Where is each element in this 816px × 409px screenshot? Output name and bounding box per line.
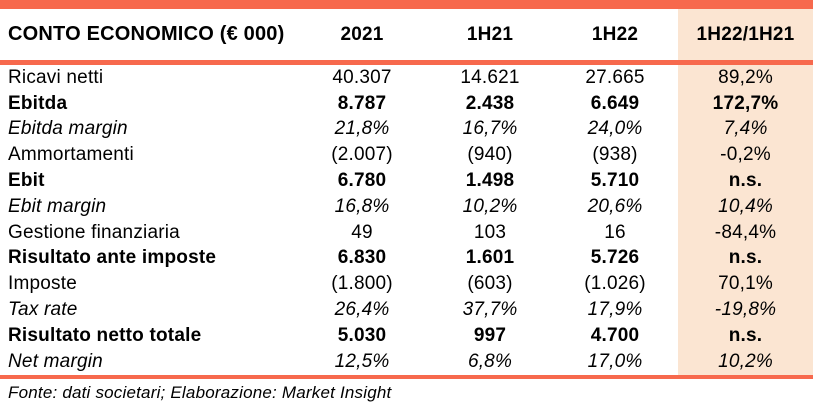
source-note: Fonte: dati societari; Elaborazione: Mar… xyxy=(8,382,392,402)
cell-value: 4.700 xyxy=(590,324,640,346)
cell-value: 27.665 xyxy=(585,66,645,88)
table-row: Ebitda 8.787 2.438 6.649 172,7% xyxy=(0,90,813,117)
table-row: Risultato ante imposte 6.830 1.601 5.726 n.s… xyxy=(0,245,813,272)
row-label: Ebitda margin xyxy=(8,118,128,140)
table-row: Imposte (1.800) (603) (1.026) 70,1% xyxy=(0,271,813,298)
cell-value: 10,2% xyxy=(462,195,518,217)
cell-value: 16,8% xyxy=(334,195,390,217)
cell-value: 24,0% xyxy=(587,118,643,140)
cell-value: 2.438 xyxy=(465,92,515,114)
cell-value: (1.800) xyxy=(331,273,393,295)
row-label: Ebitda xyxy=(8,92,68,114)
cell-value: 40.307 xyxy=(332,66,392,88)
cell-value: 14.621 xyxy=(460,66,520,88)
cell-value: 10,2% xyxy=(678,348,813,375)
cell-value: n.s. xyxy=(678,168,813,194)
cell-value: 21,8% xyxy=(334,118,390,140)
cell-value: 17,0% xyxy=(587,350,643,372)
cell-value: 10,4% xyxy=(678,193,813,220)
cell-value: 6.649 xyxy=(590,92,640,114)
cell-value: 49 xyxy=(351,221,373,243)
cell-value: 5.710 xyxy=(590,170,640,192)
header-row: CONTO ECONOMICO (€ 000) 2021 1H21 1H22 1H22… xyxy=(0,9,813,65)
cell-value: -84,4% xyxy=(678,219,813,246)
cell-value: (938) xyxy=(592,144,638,166)
cell-value: 6.830 xyxy=(337,247,387,269)
cell-value: 16,7% xyxy=(462,118,518,140)
row-label: Ricavi netti xyxy=(8,66,104,88)
cell-value: 26,4% xyxy=(334,299,390,321)
row-label: Tax rate xyxy=(8,299,78,321)
row-label: Net margin xyxy=(8,350,103,372)
cell-value: -19,8% xyxy=(678,297,813,323)
cell-value: 17,9% xyxy=(587,299,643,321)
cell-value: n.s. xyxy=(678,245,813,272)
row-label: Ebit xyxy=(8,170,45,192)
cell-value: 172,7% xyxy=(678,90,813,117)
column-header-1h22: 1H22 xyxy=(552,9,678,65)
cell-value: 6,8% xyxy=(467,350,513,372)
row-label: Risultato ante imposte xyxy=(8,247,217,269)
cell-value: 1.498 xyxy=(465,170,515,192)
table-row: Gestione finanziaria 49 103 16 -84,4% xyxy=(0,219,813,246)
cell-value: 70,1% xyxy=(678,271,813,298)
table-row: Ebit 6.780 1.498 5.710 n.s. xyxy=(0,168,813,194)
cell-value: (940) xyxy=(467,144,513,166)
cell-value: (1.026) xyxy=(584,273,646,295)
table-row: Risultato netto totale 5.030 997 4.700 n.s. xyxy=(0,322,813,349)
row-label: Gestione finanziaria xyxy=(8,221,180,243)
cell-value: n.s. xyxy=(678,322,813,349)
cell-value: 5.726 xyxy=(590,247,640,269)
table-row: Net margin 12,5% 6,8% 17,0% 10,2% xyxy=(0,348,813,375)
top-accent-bar xyxy=(0,0,813,9)
cell-value: (2.007) xyxy=(331,144,393,166)
income-statement-table: CONTO ECONOMICO (€ 000) 2021 1H21 1H22 1H22… xyxy=(0,9,813,375)
row-label: Imposte xyxy=(8,273,77,295)
table-row: Ebit margin 16,8% 10,2% 20,6% 10,4% xyxy=(0,193,813,220)
cell-value: 997 xyxy=(473,324,507,346)
table-row: Tax rate 26,4% 37,7% 17,9% -19,8% xyxy=(0,297,813,323)
cell-value: 8.787 xyxy=(337,92,387,114)
column-header-1h22-1h21: 1H22/1H21 xyxy=(678,9,813,65)
row-label: Risultato netto totale xyxy=(8,324,202,346)
table-row: Ammortamenti (2.007) (940) (938) -0,2% xyxy=(0,142,813,169)
cell-value: 5.030 xyxy=(337,324,387,346)
cell-value: 20,6% xyxy=(587,195,643,217)
cell-value: 1.601 xyxy=(465,247,515,269)
cell-value: 37,7% xyxy=(462,299,518,321)
cell-value: 89,2% xyxy=(678,62,813,91)
cell-value: 6.780 xyxy=(337,170,387,192)
cell-value: 103 xyxy=(473,221,507,243)
row-label: Ammortamenti xyxy=(8,144,134,166)
cell-value: 7,4% xyxy=(678,116,813,143)
table-row: Ebitda margin 21,8% 16,7% 24,0% 7,4% xyxy=(0,116,813,143)
cell-value: 16 xyxy=(604,221,626,243)
table-row: Ricavi netti 40.307 14.621 27.665 89,2% xyxy=(0,62,813,91)
table-title: CONTO ECONOMICO (€ 000) xyxy=(0,9,296,65)
row-label: Ebit margin xyxy=(8,195,107,217)
column-header-1h21: 1H21 xyxy=(428,9,552,65)
cell-value: -0,2% xyxy=(678,142,813,169)
column-header-2021: 2021 xyxy=(296,9,428,65)
cell-value: 12,5% xyxy=(334,350,390,372)
cell-value: (603) xyxy=(467,273,513,295)
bottom-accent-bar xyxy=(0,374,813,379)
